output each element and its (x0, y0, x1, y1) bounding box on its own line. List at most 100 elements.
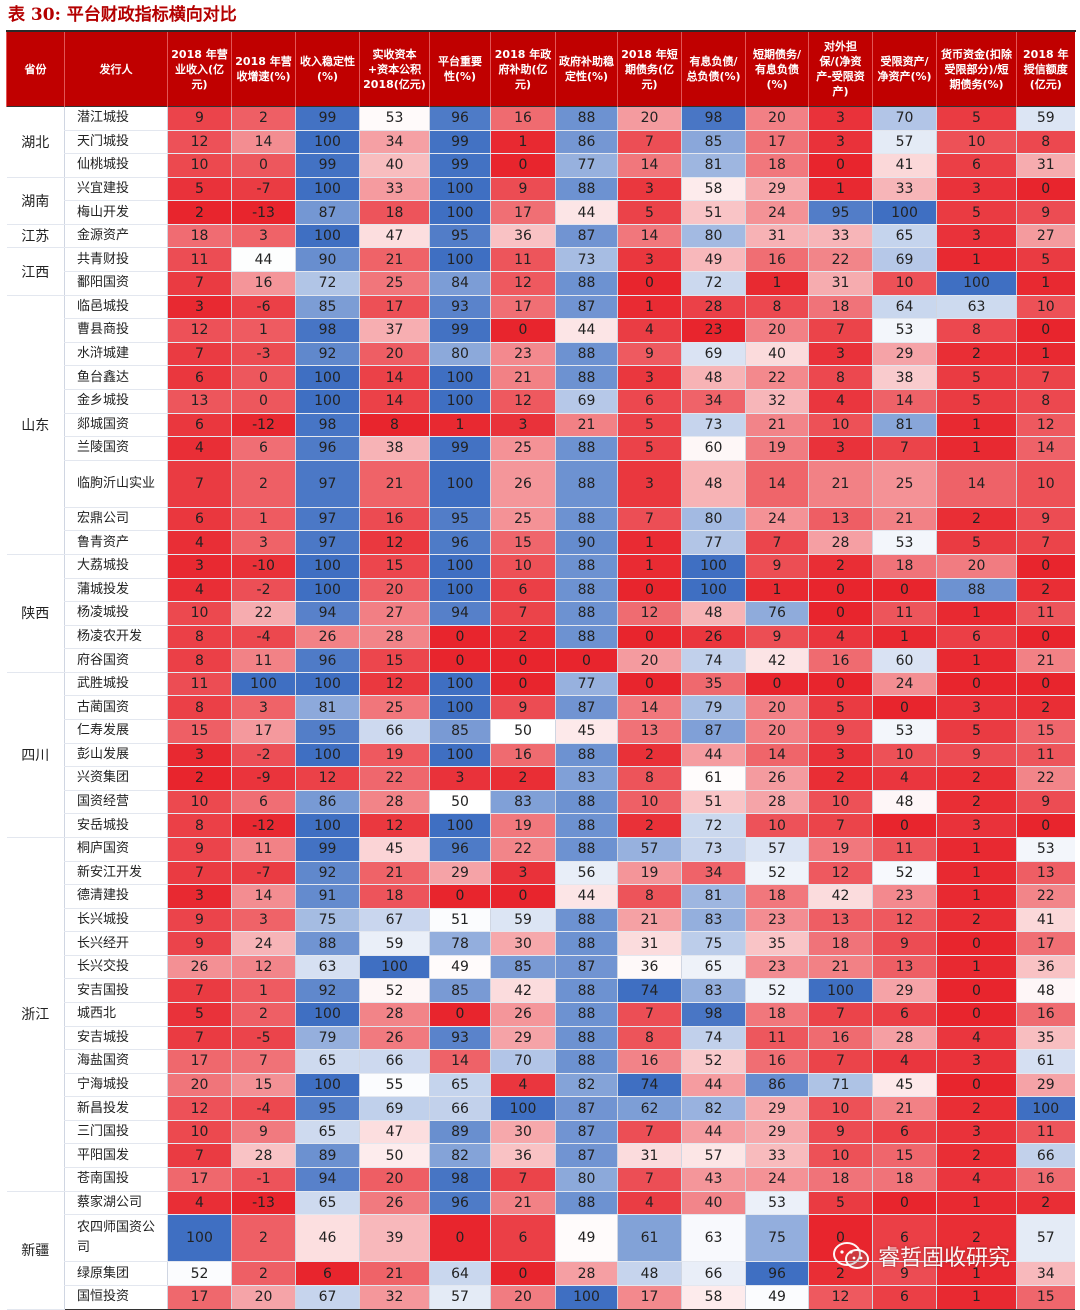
value-cell: 3 (936, 1049, 1017, 1074)
value-cell: 3 (490, 413, 556, 438)
value-cell: 1 (1016, 271, 1075, 296)
value-cell: 34 (1016, 1261, 1075, 1286)
value-cell: 100 (808, 978, 873, 1003)
table-row: 湖北 潜江城投 9 2 99 53 96 16 88 20 98 20 3 70 5 59 (6, 106, 1075, 178)
value-cell: 100 (295, 1073, 360, 1098)
value-cell: 1 (429, 413, 491, 438)
value-cell: 9 (808, 1120, 873, 1145)
value-cell: 18 (872, 554, 937, 579)
value-cell: 95 (295, 1096, 360, 1121)
value-cell: 12 (490, 271, 556, 296)
value-cell: 21 (872, 1096, 937, 1121)
value-cell: 14 (429, 1049, 491, 1074)
value-cell: 14 (359, 389, 430, 414)
value-cell: 65 (295, 1049, 360, 1074)
value-cell: 12 (617, 601, 682, 626)
issuer-cell: 古蔺国资 (64, 695, 168, 721)
column-header: 受限资产/净资产(%) (872, 32, 937, 107)
value-cell: 0 (617, 625, 682, 650)
value-cell: 11 (872, 601, 937, 626)
value-cell: 22 (1016, 884, 1075, 909)
table-row: 新疆 蔡家湖公司 4 -13 65 26 96 21 88 4 40 53 5 0 1 2 (6, 1190, 1075, 1310)
value-cell: 51 (429, 908, 491, 933)
value-cell: 31 (617, 931, 682, 956)
value-cell: 0 (429, 884, 491, 909)
value-cell: 100 (429, 365, 491, 390)
value-cell: 65 (872, 223, 937, 249)
value-cell: 0 (490, 153, 556, 178)
value-cell: 42 (490, 978, 556, 1003)
table-row: 德清建投 3 14 91 18 0 0 44 8 81 18 42 23 1 22 (7, 884, 1075, 909)
value-cell: 64 (872, 294, 937, 320)
value-cell: 88 (555, 578, 618, 603)
value-cell: 72 (681, 813, 746, 838)
value-cell: 8 (617, 766, 682, 791)
table-row: 长兴城投 9 3 75 67 51 59 88 21 83 23 13 12 2 41 (7, 908, 1075, 933)
value-cell: 7 (167, 978, 232, 1003)
value-cell: 3 (936, 813, 1017, 838)
value-cell: 100 (936, 271, 1017, 296)
value-cell: 6 (936, 625, 1017, 650)
value-cell: 33 (808, 223, 873, 249)
value-cell: 56 (555, 861, 618, 886)
value-cell: 69 (359, 1096, 430, 1121)
value-cell: 100 (295, 813, 360, 838)
value-cell: 11 (490, 247, 556, 273)
value-cell: 88 (555, 790, 618, 815)
value-cell: 3 (808, 342, 873, 367)
issuer-cell: 彭山发展 (64, 743, 168, 768)
value-cell: 100 (295, 1002, 360, 1027)
value-cell: -13 (231, 200, 296, 225)
value-cell: 3 (490, 861, 556, 886)
value-cell: 36 (617, 955, 682, 980)
value-cell: 100 (429, 247, 491, 273)
value-cell: 26 (681, 625, 746, 650)
value-cell: 49 (681, 247, 746, 273)
value-cell: 58 (681, 1285, 746, 1310)
value-cell: 41 (872, 153, 937, 178)
value-cell: 12 (808, 861, 873, 886)
value-cell: 2 (936, 342, 1017, 367)
value-cell: 15 (359, 648, 430, 673)
value-cell: 2 (231, 1261, 296, 1286)
value-cell: 96 (295, 436, 360, 461)
value-cell: 27 (359, 601, 430, 626)
value-cell: 36 (490, 1143, 556, 1169)
value-cell: 100 (429, 695, 491, 721)
value-cell: 19 (490, 813, 556, 838)
column-header: 平台重要性(%) (429, 32, 491, 107)
value-cell: 13 (617, 719, 682, 744)
value-cell: 17 (167, 1167, 232, 1192)
value-cell: 1 (231, 318, 296, 343)
value-cell: 0 (1016, 554, 1075, 579)
value-cell: 34 (681, 389, 746, 414)
value-cell: 8 (1016, 130, 1075, 155)
issuer-cell: 新昌投发 (64, 1096, 168, 1121)
value-cell: 86 (555, 130, 618, 155)
value-cell: 8 (808, 365, 873, 390)
value-cell: 11 (231, 648, 296, 673)
value-cell: 20 (359, 578, 430, 603)
table-row: 平阳国发 7 28 89 50 82 36 87 31 57 33 10 15 2 66 (7, 1143, 1075, 1169)
value-cell: 95 (295, 719, 360, 744)
value-cell: 12 (359, 530, 430, 555)
value-cell: 98 (295, 318, 360, 343)
value-cell: 50 (359, 1143, 430, 1169)
value-cell: 17 (490, 294, 556, 320)
value-cell: 9 (1016, 507, 1075, 532)
column-header: 短期债务/有息负债(%) (745, 32, 809, 107)
value-cell: 5 (936, 200, 1017, 225)
value-cell: 7 (745, 530, 809, 555)
table-row: 宏鼎公司 6 1 97 16 95 25 88 7 80 24 13 21 2 9 (7, 507, 1075, 532)
value-cell: 93 (429, 294, 491, 320)
table-row: 湖南 兴宜建投 5 -7 100 33 100 9 88 3 58 29 1 33 3 0 (6, 176, 1075, 225)
value-cell: 78 (429, 931, 491, 956)
value-cell: 0 (872, 813, 937, 838)
value-cell: 24 (231, 931, 296, 956)
value-cell: 97 (295, 530, 360, 555)
value-cell: 88 (555, 460, 618, 508)
value-cell: 72 (681, 271, 746, 296)
value-cell: 20 (745, 695, 809, 721)
value-cell: 100 (295, 130, 360, 155)
value-cell: 0 (1016, 318, 1075, 343)
